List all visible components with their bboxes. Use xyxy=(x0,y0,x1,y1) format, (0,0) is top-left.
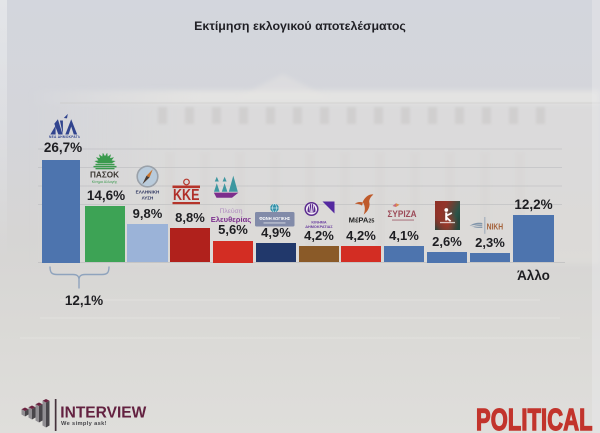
svg-text:Ελευθερίας: Ελευθερίας xyxy=(211,215,251,224)
svg-text:ΣΥΡΙΖΑ: ΣΥΡΙΖΑ xyxy=(388,209,417,219)
svg-text:INTERVIEW: INTERVIEW xyxy=(60,404,146,421)
svg-text:We simply ask!: We simply ask! xyxy=(61,421,107,427)
svg-text:ΚΙΝΗΜΑ: ΚΙΝΗΜΑ xyxy=(311,221,326,225)
svg-text:ΕΛΛΗΝΙΚΗ: ΕΛΛΗΝΙΚΗ xyxy=(136,190,160,195)
svg-text:ΠΑΣΟΚ: ΠΑΣΟΚ xyxy=(90,171,119,180)
svg-text:ΝΙΚΗ: ΝΙΚΗ xyxy=(487,223,504,232)
svg-text:ΔΗΜΟΚΡΑΤΙΑΣ: ΔΗΜΟΚΡΑΤΙΑΣ xyxy=(305,225,333,229)
svg-text:ΚΚΕ: ΚΚΕ xyxy=(173,187,200,204)
svg-text:Κίνημα Αλλαγής: Κίνημα Αλλαγής xyxy=(92,180,118,184)
svg-text:ΛΥΣΗ: ΛΥΣΗ xyxy=(142,196,154,201)
svg-text:Πλεύση: Πλεύση xyxy=(219,207,242,215)
svg-text:ΝΕΑ ΔΗΜΟΚΡΑΤΙΑ: ΝΕΑ ΔΗΜΟΚΡΑΤΙΑ xyxy=(49,135,80,139)
svg-text:ΦΩΝΗ ΛΟΓΙΚΗΣ: ΦΩΝΗ ΛΟΓΙΚΗΣ xyxy=(259,216,290,222)
svg-text:ΜέΡΑ25: ΜέΡΑ25 xyxy=(349,215,375,224)
